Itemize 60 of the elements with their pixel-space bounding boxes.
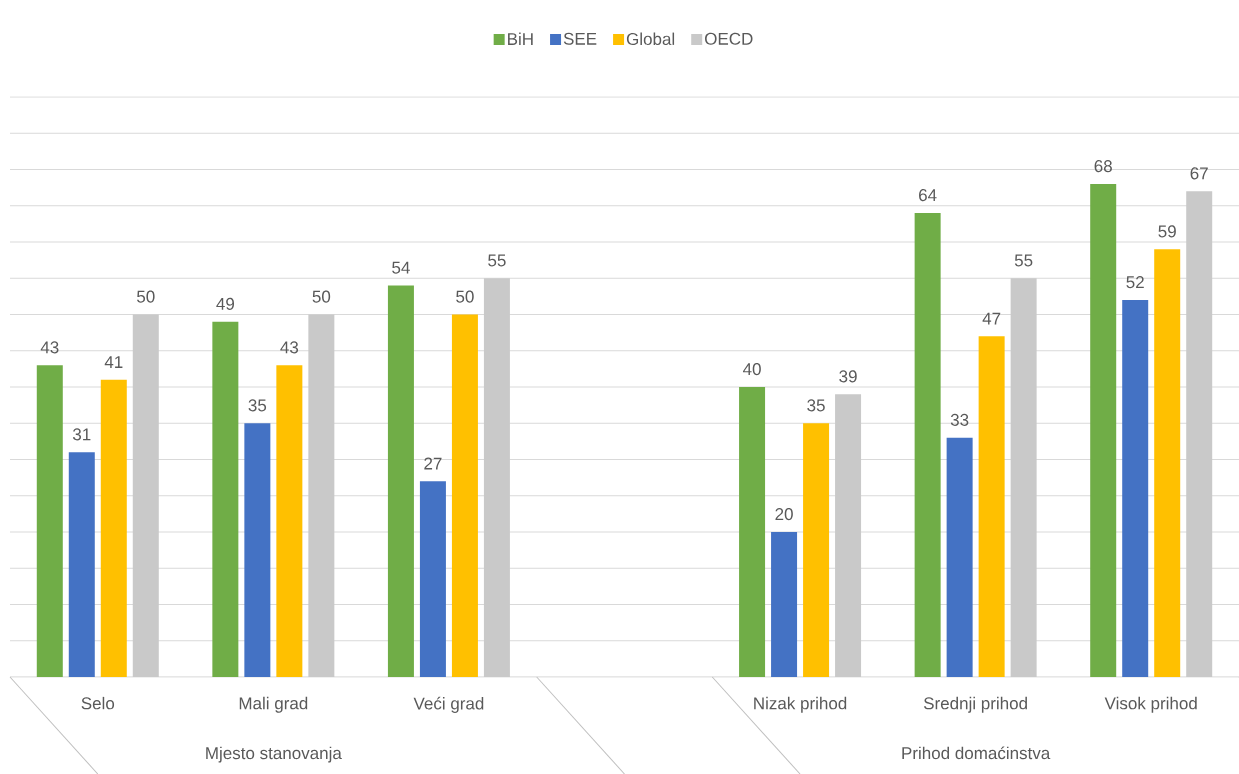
bar <box>419 481 446 677</box>
data-label: 50 <box>312 290 331 303</box>
bar <box>387 285 414 677</box>
legend-label: OECD <box>705 32 753 45</box>
bar <box>132 314 159 677</box>
data-label: 41 <box>104 356 123 368</box>
bar <box>100 379 127 677</box>
bar <box>771 532 798 677</box>
data-label: 20 <box>775 508 793 521</box>
bar <box>308 314 335 677</box>
data-label: 64 <box>919 189 937 202</box>
data-label: 67 <box>1190 167 1208 180</box>
x-tick-label: Mali grad <box>239 696 308 713</box>
data-label: 43 <box>280 341 299 354</box>
x-tick-label: Srednji prihod <box>923 696 1027 713</box>
bar <box>1186 191 1213 677</box>
data-label: 43 <box>40 341 59 354</box>
data-label: 35 <box>248 399 267 412</box>
data-label: 40 <box>743 363 761 376</box>
bar <box>803 423 830 677</box>
bar <box>1122 300 1149 677</box>
data-label: 68 <box>1094 160 1112 173</box>
data-label: 59 <box>1158 225 1176 238</box>
data-label: 55 <box>1014 254 1033 267</box>
data-label: 39 <box>839 370 857 383</box>
bar <box>946 437 973 677</box>
data-label: 50 <box>137 290 155 303</box>
bar <box>1090 184 1117 677</box>
x-tick-label: Veći grad <box>413 696 484 713</box>
data-label: 55 <box>488 254 506 267</box>
bar <box>36 365 63 677</box>
x-tick-label: Selo <box>81 696 115 710</box>
bar <box>276 365 303 677</box>
data-label: 47 <box>982 312 1001 325</box>
x-tick-label: Visok prihod <box>1104 696 1197 713</box>
data-label: 54 <box>392 261 410 274</box>
data-label: 35 <box>807 399 825 412</box>
data-label: 49 <box>216 297 235 310</box>
data-label: 33 <box>950 413 969 426</box>
data-label: 50 <box>456 290 474 303</box>
bar <box>914 213 941 677</box>
bar <box>835 394 862 677</box>
bar <box>739 387 766 677</box>
bar <box>978 336 1005 677</box>
data-label: 27 <box>424 457 442 470</box>
data-label: 52 <box>1126 276 1144 289</box>
bar <box>1154 249 1181 677</box>
bar <box>1010 278 1037 677</box>
data-label: 31 <box>72 428 91 441</box>
text: Prihod domaćinstva <box>902 746 1051 760</box>
text: Mjesto stanovanja <box>206 746 342 763</box>
bar <box>451 314 478 677</box>
legend-label: SEE <box>563 32 597 45</box>
legend-label: BiH <box>508 32 533 45</box>
bar <box>483 278 510 677</box>
x-tick-label: Nizak prihod <box>754 696 847 713</box>
bar <box>68 452 95 677</box>
bar <box>212 321 239 677</box>
bar <box>244 423 271 677</box>
legend-label: Global <box>626 32 675 46</box>
